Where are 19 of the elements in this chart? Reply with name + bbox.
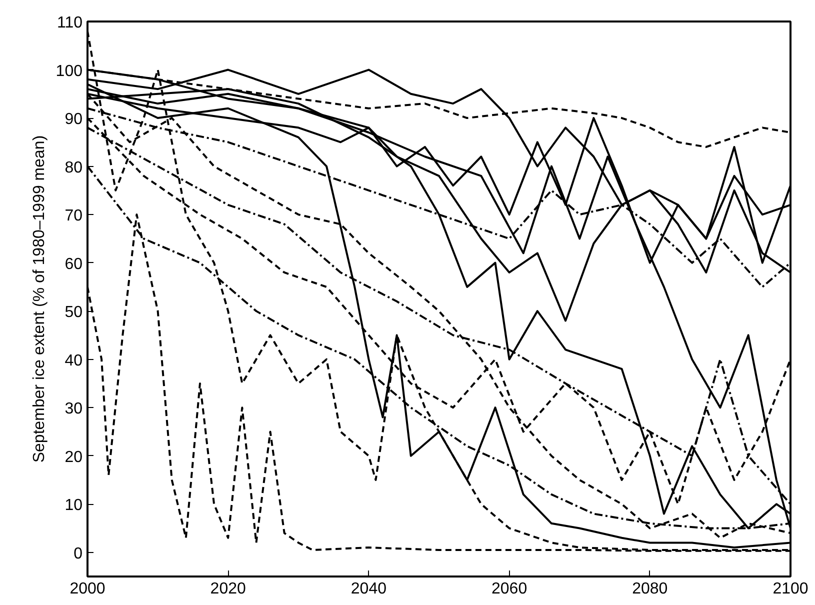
y-tick-label: 20	[64, 448, 83, 466]
y-tick-label: 10	[64, 497, 83, 514]
x-tick-label: 2020	[210, 580, 246, 598]
y-tick-label: 60	[64, 256, 83, 273]
y-tick-label: 30	[64, 400, 83, 418]
y-tick-label: 80	[64, 159, 83, 176]
y-tick-label: 100	[56, 62, 83, 80]
y-tick-label: 50	[64, 304, 83, 322]
y-tick-label: 40	[64, 352, 83, 370]
x-tick-label: 2100	[772, 580, 808, 598]
x-tick-label: 2000	[70, 580, 106, 598]
y-axis-title: September ice extent (% of 1980–1999 mean)	[30, 135, 48, 463]
y-tick-label: 70	[64, 208, 83, 225]
x-tick-label: 2060	[492, 580, 528, 598]
x-tick-label: 2040	[350, 580, 387, 598]
y-tick-label: 110	[56, 14, 83, 32]
x-tick-label: 2080	[632, 580, 668, 598]
y-tick-label: 90	[64, 111, 83, 128]
y-tick-label: 0	[74, 545, 83, 562]
